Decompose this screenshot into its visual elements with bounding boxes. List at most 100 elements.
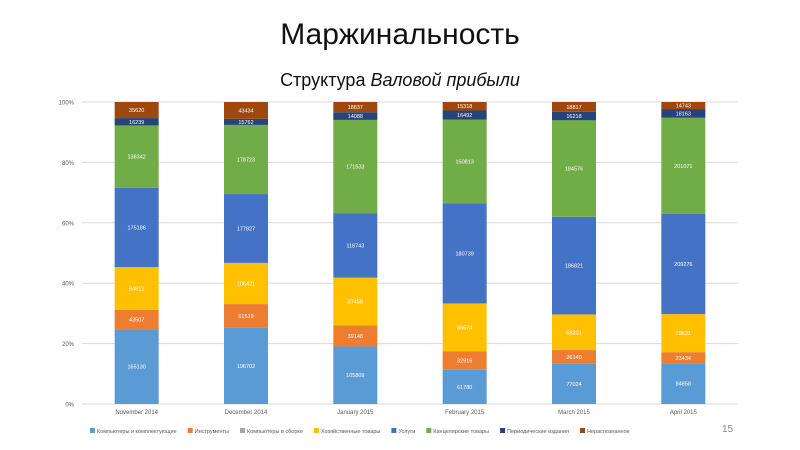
bar-segment <box>552 120 596 217</box>
y-tick-label: 60% <box>62 221 75 227</box>
legend-label: Нераспознанное <box>587 429 630 435</box>
data-label: 138342 <box>127 155 145 161</box>
data-label: 15762 <box>238 120 253 126</box>
x-tick-label: December 2014 <box>225 410 268 416</box>
data-label: 16492 <box>457 113 472 119</box>
bar-segment <box>442 351 487 370</box>
page-number: 15 <box>722 424 734 435</box>
data-label: 35620 <box>129 108 144 114</box>
data-label: 196702 <box>237 364 255 370</box>
bar-segment <box>661 117 706 214</box>
bar-segment <box>442 119 487 204</box>
bar-segment <box>114 267 159 310</box>
bar-segment <box>114 329 159 404</box>
bar-segment <box>661 314 706 353</box>
bar-segment <box>661 363 706 404</box>
data-label: 16239 <box>129 120 144 126</box>
data-label: 201071 <box>674 164 692 170</box>
data-label: 14743 <box>676 104 691 110</box>
bar-segment <box>224 102 268 119</box>
x-tick-label: February 2015 <box>445 410 485 416</box>
data-label: 86674 <box>457 325 472 331</box>
data-label: 18163 <box>676 111 691 117</box>
data-label: 15318 <box>457 104 472 110</box>
data-label: 79631 <box>676 331 691 337</box>
bar-segment <box>333 277 378 326</box>
y-tick-label: 20% <box>62 342 75 348</box>
subtitle-plain: Структура <box>280 70 371 90</box>
bar-segment <box>333 112 378 120</box>
bar-segment <box>114 187 159 268</box>
bar-segment <box>333 119 378 214</box>
y-tick-label: 0% <box>65 403 74 409</box>
data-label: 106421 <box>237 281 255 287</box>
data-label: 180739 <box>455 251 473 257</box>
y-tick-label: 100% <box>59 101 75 107</box>
data-label: 171533 <box>346 165 364 171</box>
data-label: 184576 <box>565 167 583 173</box>
data-label: 209276 <box>674 262 692 268</box>
x-tick-label: March 2015 <box>558 410 590 416</box>
legend-swatch <box>239 428 245 433</box>
bar-segment <box>114 102 159 119</box>
legend-label: Канцелярские товары <box>433 429 489 435</box>
legend-swatch <box>391 428 397 433</box>
data-label: 39148 <box>348 334 363 340</box>
bar-segment <box>442 102 487 111</box>
data-label: 32916 <box>457 359 472 365</box>
bar-segment <box>552 216 596 315</box>
legend-swatch <box>187 428 193 433</box>
bar-segment <box>661 109 706 118</box>
bar-segment <box>442 369 487 404</box>
data-label: 105809 <box>346 373 364 379</box>
data-label: 61519 <box>238 314 253 320</box>
y-tick-label: 40% <box>62 282 75 288</box>
data-label: 178723 <box>237 157 255 163</box>
legend-swatch <box>313 428 319 433</box>
data-label: 175186 <box>127 225 145 231</box>
bar-segment <box>661 213 706 315</box>
data-label: 77024 <box>566 382 581 388</box>
x-tick-label: November 2014 <box>115 410 158 416</box>
bar-segment <box>224 124 268 195</box>
data-label: 177827 <box>237 226 255 232</box>
legend-label: Услуги <box>398 429 415 435</box>
data-label: 186821 <box>565 264 583 270</box>
data-label: 14088 <box>348 114 363 120</box>
data-label: 84858 <box>676 382 691 388</box>
bar-segment <box>333 346 378 404</box>
bar-segment <box>114 309 159 330</box>
data-label: 87458 <box>348 299 363 305</box>
bar-segment <box>333 102 378 113</box>
bar-segment <box>552 350 596 364</box>
bar-segment <box>661 352 706 364</box>
subtitle-italic: Валовой прибыли <box>370 70 520 90</box>
legend-swatch <box>90 428 95 433</box>
data-label: 165130 <box>127 365 145 371</box>
legend-swatch <box>580 428 586 433</box>
bar-segment <box>224 304 268 328</box>
data-label: 94612 <box>129 286 144 292</box>
bar-segment <box>114 125 159 188</box>
legend-label: Периодические издания <box>507 429 569 435</box>
bar-segment <box>552 111 596 121</box>
bar-segment <box>442 110 487 120</box>
bar-segment <box>661 102 706 110</box>
data-label: 23434 <box>676 356 691 362</box>
bar-segment <box>552 363 596 404</box>
legend-label: Инструменты <box>195 429 229 435</box>
bar-segment <box>224 118 268 125</box>
data-label: 43507 <box>129 318 144 324</box>
bar-segment <box>552 314 596 351</box>
data-label: 43434 <box>238 108 253 114</box>
bar-segment <box>333 325 378 347</box>
data-label: 68201 <box>566 330 581 336</box>
legend-label: Хозяйственные товары <box>321 428 380 435</box>
data-label: 26140 <box>566 355 581 361</box>
slide-title: Маржинальность <box>280 18 520 51</box>
data-label: 61780 <box>457 385 472 391</box>
legend-label: Компьютеры в сборке <box>247 429 303 435</box>
bar-segment <box>442 203 487 304</box>
bar-segment <box>552 102 596 112</box>
